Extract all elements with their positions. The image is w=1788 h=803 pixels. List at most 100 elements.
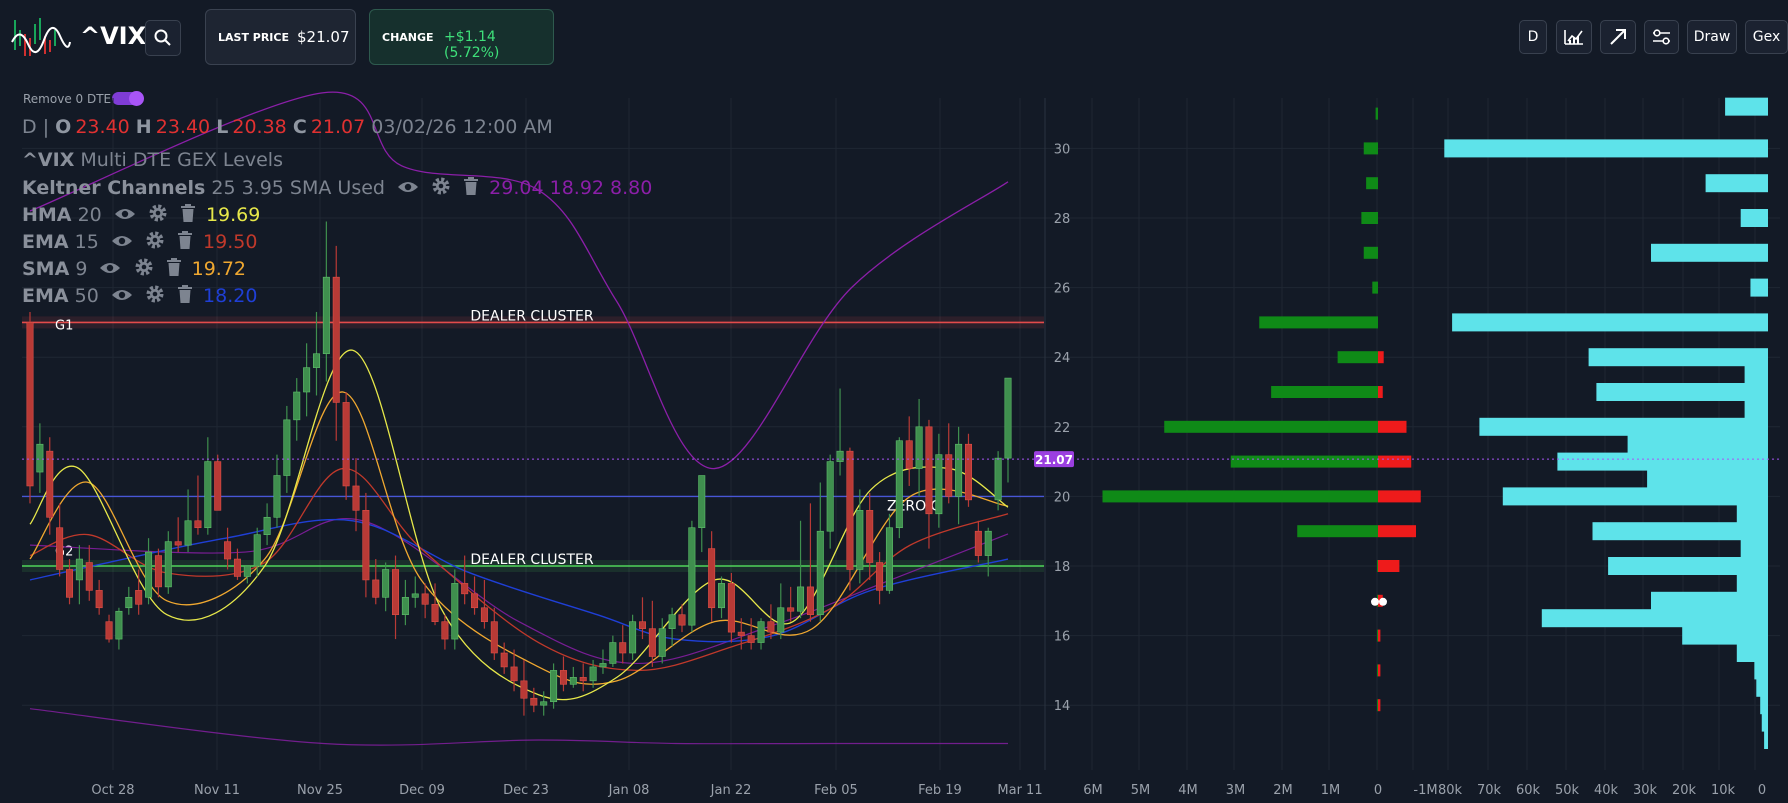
candle-body — [441, 621, 449, 640]
oi-x-tick-label: 0 — [1758, 783, 1766, 798]
gex-bars: 6M 5M 4M 3M 2M 1M 0 -1M — [1083, 107, 1438, 798]
sma9-legend[interactable]: SMA 9 19.72 — [22, 257, 246, 282]
candle-body — [303, 367, 311, 393]
settings-sliders-icon — [1653, 29, 1670, 45]
gex-positive-bar — [1337, 351, 1378, 364]
gex-negative-bar — [1378, 664, 1381, 677]
candle-body — [530, 697, 538, 706]
gear-icon[interactable] — [431, 176, 451, 201]
oi-bar — [1760, 696, 1768, 715]
candle-body — [312, 353, 320, 368]
trash-icon[interactable] — [166, 258, 182, 281]
candle-body — [46, 450, 54, 518]
candle-body — [342, 402, 350, 487]
oi-bar — [1479, 417, 1768, 436]
x-tick-label: Nov 25 — [297, 783, 343, 798]
candle-body — [629, 621, 637, 654]
candle-body — [26, 322, 34, 487]
eye-icon[interactable] — [114, 205, 136, 227]
last-price-panel: LAST PRICE $21.07 — [205, 9, 356, 65]
current-price-line: 21.07 — [22, 451, 1780, 468]
oi-bar — [1736, 574, 1768, 593]
gex-marker — [1379, 597, 1387, 606]
oi-x-tick-label: 10k — [1711, 783, 1736, 798]
candle-body — [846, 450, 854, 570]
oi-bar — [1725, 97, 1768, 116]
chart-type-icon — [1564, 30, 1583, 45]
gex-levels-legend: ^VIX Multi DTE GEX Levels — [22, 149, 283, 171]
gear-icon[interactable] — [134, 257, 154, 282]
hma-legend[interactable]: HMA 20 19.69 — [22, 203, 260, 228]
candle-body — [1004, 377, 1012, 459]
candle-body — [797, 586, 805, 612]
candle-body — [194, 520, 202, 529]
trash-icon[interactable] — [177, 231, 193, 254]
gex-positive-bar — [1366, 177, 1378, 190]
oi-x-tick-label: 50k — [1555, 783, 1580, 798]
candle-body — [85, 562, 93, 591]
eye-icon[interactable] — [111, 286, 133, 308]
gex-negative-bar — [1378, 420, 1407, 433]
gex-button[interactable]: Gex — [1745, 20, 1788, 54]
oi-bar — [1627, 435, 1768, 454]
candle-body — [727, 583, 735, 633]
candle-body — [638, 621, 646, 629]
oi-bar — [1740, 209, 1768, 227]
eye-icon[interactable] — [397, 178, 419, 200]
ohlc-interval: D — [22, 116, 37, 138]
gear-icon[interactable] — [148, 203, 168, 228]
candle-body — [115, 610, 123, 640]
trash-icon[interactable] — [177, 285, 193, 308]
candle-body — [66, 569, 74, 598]
candle-body — [678, 614, 686, 626]
toggle-knob — [129, 91, 144, 106]
remove-0dte-label: Remove 0 DTE — [23, 92, 112, 106]
oi-bar — [1647, 470, 1768, 488]
oi-bar — [1596, 383, 1768, 401]
sma9-name: SMA — [22, 258, 70, 280]
oi-bar — [1736, 504, 1768, 523]
trash-icon[interactable] — [180, 204, 196, 227]
remove-0dte-toggle[interactable] — [112, 91, 144, 106]
gex-positive-bar — [1377, 560, 1378, 572]
trend-arrow-icon — [1610, 29, 1626, 45]
ema15-value: 19.50 — [203, 231, 258, 253]
ema15-legend[interactable]: EMA 15 19.50 — [22, 230, 257, 255]
ema50-legend[interactable]: EMA 50 18.20 — [22, 284, 257, 309]
candle-body — [668, 614, 676, 629]
oi-bar — [1744, 400, 1768, 419]
candle-body — [708, 548, 716, 609]
candle-body — [382, 569, 390, 598]
candle-body — [866, 510, 874, 563]
candle-body — [777, 607, 785, 633]
keltner-legend[interactable]: Keltner Channels 25 3.95 SMA Used 29.04 … — [22, 176, 652, 201]
gex-negative-bar — [1378, 699, 1381, 712]
gex-positive-bar — [1259, 316, 1378, 329]
candle-body — [648, 628, 656, 657]
candle-body — [698, 475, 706, 529]
oi-bar — [1754, 661, 1768, 680]
gex-negative-bar — [1378, 629, 1381, 642]
trend-line-button[interactable] — [1600, 20, 1636, 54]
candle-body — [826, 461, 834, 532]
eye-icon[interactable] — [99, 259, 121, 281]
eye-icon[interactable] — [111, 232, 133, 254]
draw-button[interactable]: Draw — [1687, 20, 1737, 54]
oi-x-tick-label: 40k — [1594, 783, 1619, 798]
candle-body — [105, 621, 113, 640]
settings-button[interactable] — [1644, 20, 1679, 54]
gear-icon[interactable] — [145, 230, 165, 255]
search-button[interactable] — [145, 20, 181, 56]
y-tick-label: 14 — [1054, 699, 1071, 714]
gear-icon[interactable] — [145, 284, 165, 309]
candle-body — [540, 701, 548, 706]
gex-positive-bar — [1164, 420, 1378, 433]
interval-button[interactable]: D — [1519, 20, 1547, 54]
trash-icon[interactable] — [463, 177, 479, 200]
chart-type-button[interactable] — [1556, 20, 1592, 54]
y-tick-label: 22 — [1054, 421, 1071, 436]
keltner-params: 25 3.95 SMA Used — [211, 177, 385, 199]
candle-body — [253, 534, 261, 567]
